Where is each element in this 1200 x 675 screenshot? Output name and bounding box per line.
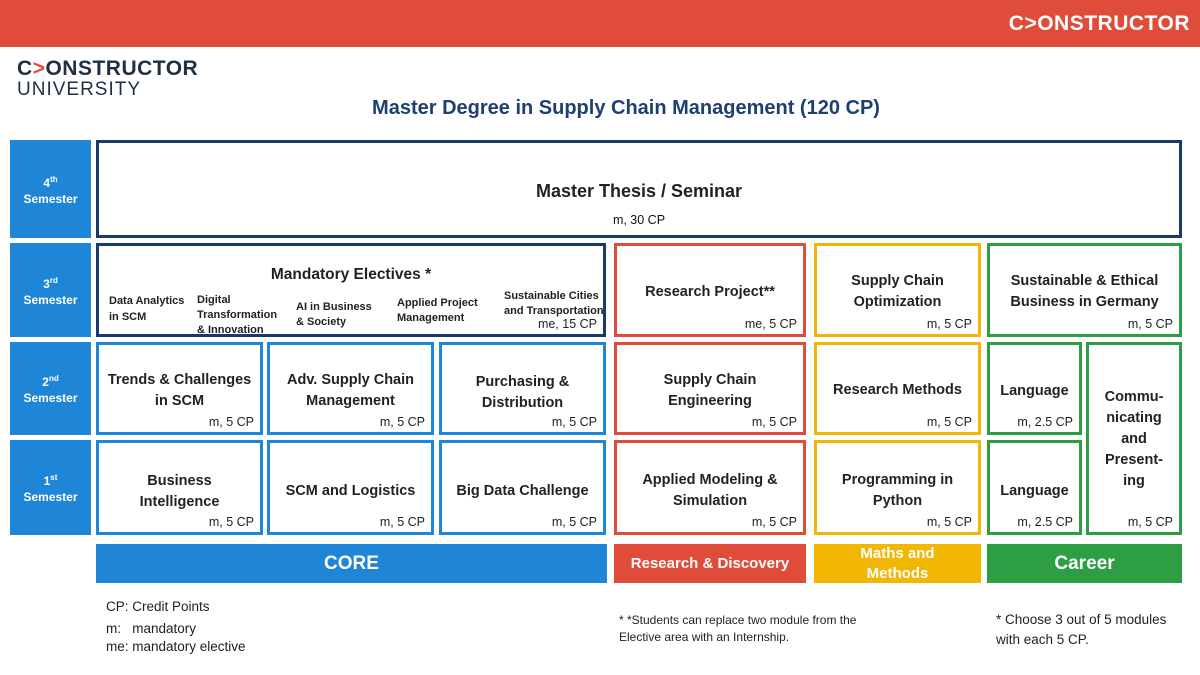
- language-1-cp: m, 2.5 CP: [1017, 515, 1073, 529]
- semester-number: 1: [43, 474, 51, 488]
- mandatory-electives-cp: me, 15 CP: [537, 317, 597, 331]
- elective-item: Digital Transformation & Innovation: [197, 294, 278, 336]
- logo-c: C: [17, 57, 33, 80]
- communicating-presenting-box: Commu- nicating and Present- ing m, 5 CP: [1086, 342, 1182, 535]
- semester-word: Semester: [23, 391, 78, 405]
- big-data-challenge-box: Big Data Challenge m, 5 CP: [439, 440, 606, 535]
- internship-note: * *Students can replace two module from …: [619, 613, 857, 644]
- mandatory-electives-box: Mandatory Electives * Data Analytics in …: [96, 243, 606, 337]
- page-title: Master Degree in Supply Chain Management…: [372, 97, 880, 119]
- legend-mandatory: m: mandatory: [106, 621, 197, 636]
- semester-suffix: nd: [48, 374, 59, 383]
- language-2-name: Language: [1000, 383, 1069, 399]
- semester-number: 4: [43, 175, 51, 190]
- research-methods-box: Research Methods m, 5 CP: [814, 342, 981, 435]
- semester-number: 2: [42, 375, 49, 389]
- mandatory-electives-title: Mandatory Electives *: [270, 266, 432, 283]
- choose-note: * Choose 3 out of 5 modules with each 5 …: [996, 612, 1167, 647]
- research-discovery-band: Research & Discovery: [614, 544, 806, 583]
- core-band: CORE: [96, 544, 607, 583]
- purchasing-distribution-cp: m, 5 CP: [551, 415, 597, 429]
- business-intelligence-box: Business Intelligence m, 5 CP: [96, 440, 263, 535]
- sc-engineering-box: Supply Chain Engineering m, 5 CP: [614, 342, 806, 435]
- sc-engineering-name: Supply Chain Engineering: [663, 372, 757, 409]
- semester-2-label: 2nd Semester: [10, 342, 91, 435]
- programming-python-box: Programming in Python m, 5 CP: [814, 440, 981, 535]
- brand-logo: C>ONSTRUCTOR: [1008, 12, 1190, 35]
- sustainable-business-name: Sustainable & Ethical Business in German…: [1010, 273, 1159, 310]
- semester-4-label: 4th Semester: [10, 140, 91, 238]
- language-1-name: Language: [1000, 483, 1069, 499]
- semester-number: 3: [43, 276, 50, 291]
- university-logo-subtitle: UNIVERSITY: [17, 79, 142, 100]
- scm-logistics-cp: m, 5 CP: [379, 515, 425, 529]
- legend-mandatory-elective: me: mandatory elective: [106, 639, 246, 654]
- adv-supply-chain-cp: m, 5 CP: [379, 415, 425, 429]
- semester-word: Semester: [23, 490, 78, 504]
- semester-word: Semester: [23, 191, 78, 206]
- sc-engineering-cp: m, 5 CP: [751, 415, 797, 429]
- research-methods-name: Research Methods: [833, 382, 962, 398]
- applied-modeling-box: Applied Modeling & Simulation m, 5 CP: [614, 440, 806, 535]
- master-thesis-box: Master Thesis / Seminar m, 30 CP: [96, 140, 1182, 238]
- trends-challenges-box: Trends & Challenges in SCM m, 5 CP: [96, 342, 263, 435]
- semester-suffix: th: [50, 174, 58, 184]
- logo-arrow: >: [32, 57, 46, 80]
- business-intelligence-cp: m, 5 CP: [208, 515, 254, 529]
- maths-methods-band: Maths and Methods: [814, 544, 981, 583]
- elective-item: Applied Project Management: [397, 297, 478, 324]
- adv-supply-chain-name: Adv. Supply Chain Management: [286, 372, 415, 409]
- communicating-presenting-name: Commu- nicating and Present- ing: [1104, 389, 1164, 489]
- legend-credit-points: CP: Credit Points: [106, 599, 210, 614]
- research-project-cp: me, 5 CP: [744, 317, 797, 331]
- top-bar: [0, 0, 1200, 47]
- semester-1-label: 1st Semester: [10, 440, 91, 535]
- big-data-challenge-cp: m, 5 CP: [551, 515, 597, 529]
- language-1-box: Language m, 2.5 CP: [987, 440, 1082, 535]
- programming-python-name: Programming in Python: [841, 472, 954, 509]
- elective-item: AI in Business & Society: [296, 301, 372, 328]
- scm-logistics-name: SCM and Logistics: [285, 483, 416, 499]
- adv-supply-chain-box: Adv. Supply Chain Management m, 5 CP: [267, 342, 434, 435]
- applied-modeling-name: Applied Modeling & Simulation: [642, 472, 778, 509]
- sc-optimization-name: Supply Chain Optimization: [851, 273, 944, 310]
- semester-3-label: 3rd Semester: [10, 243, 91, 337]
- applied-modeling-cp: m, 5 CP: [751, 515, 797, 529]
- university-logo: C>ONSTRUCTOR: [17, 57, 198, 81]
- programming-python-cp: m, 5 CP: [926, 515, 972, 529]
- sc-optimization-cp: m, 5 CP: [926, 317, 972, 331]
- sustainable-business-box: Sustainable & Ethical Business in German…: [987, 243, 1182, 337]
- elective-item: Sustainable Cities and Transportation: [504, 290, 604, 317]
- sustainable-business-cp: m, 5 CP: [1127, 317, 1173, 331]
- language-2-box: Language m, 2.5 CP: [987, 342, 1082, 435]
- sc-optimization-box: Supply Chain Optimization m, 5 CP: [814, 243, 981, 337]
- master-thesis-cp: m, 30 CP: [612, 213, 666, 227]
- language-2-cp: m, 2.5 CP: [1017, 415, 1073, 429]
- research-project-box: Research Project** me, 5 CP: [614, 243, 806, 337]
- business-intelligence-name: Business Intelligence: [139, 473, 220, 510]
- research-project-name: Research Project**: [645, 284, 775, 300]
- semester-suffix: rd: [49, 275, 58, 285]
- purchasing-distribution-box: Purchasing & Distribution m, 5 CP: [439, 342, 606, 435]
- career-band: Career: [987, 544, 1182, 583]
- scm-logistics-box: SCM and Logistics m, 5 CP: [267, 440, 434, 535]
- big-data-challenge-name: Big Data Challenge: [456, 483, 589, 499]
- communicating-presenting-cp: m, 5 CP: [1127, 515, 1173, 529]
- trends-challenges-name: Trends & Challenges in SCM: [107, 372, 252, 409]
- research-methods-cp: m, 5 CP: [926, 415, 972, 429]
- semester-suffix: st: [50, 473, 58, 482]
- logo-rest: ONSTRUCTOR: [45, 57, 199, 80]
- elective-item: Data Analytics in SCM: [109, 295, 185, 323]
- semester-word: Semester: [23, 292, 78, 307]
- trends-challenges-cp: m, 5 CP: [208, 415, 254, 429]
- purchasing-distribution-name: Purchasing & Distribution: [475, 374, 570, 411]
- master-thesis-name: Master Thesis / Seminar: [535, 181, 743, 201]
